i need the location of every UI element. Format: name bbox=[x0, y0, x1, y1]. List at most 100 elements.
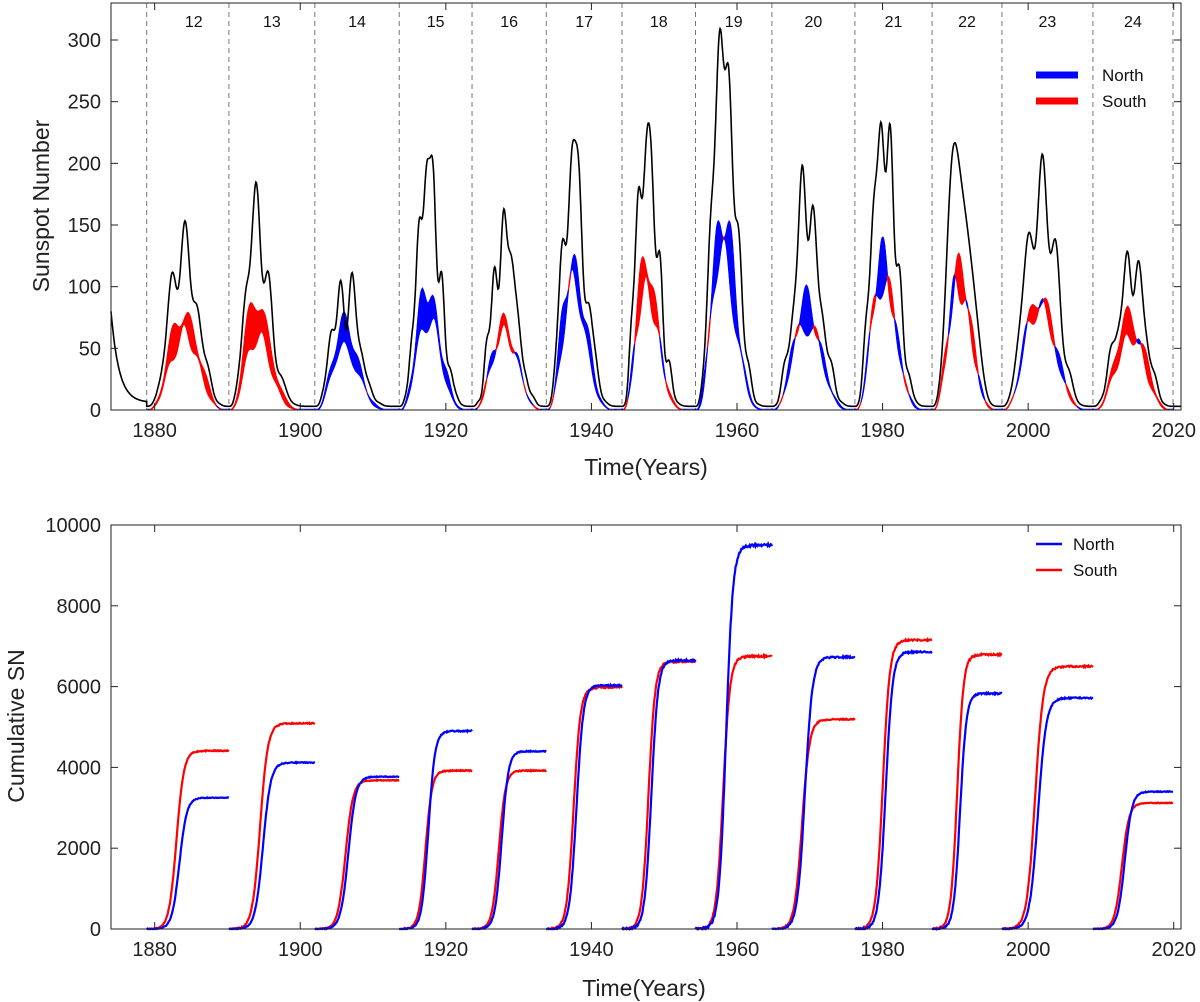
cycle-label-group: 12 13 14 15 16 17 18 19 20 21 22 23 24 bbox=[185, 14, 1142, 31]
bottom-axes: 1880 1900 1920 1940 1960 1980 2000 2020 0 2000 400… bbox=[45, 515, 1196, 961]
hemisphere-area-segment bbox=[485, 378, 488, 382]
hemisphere-area-segment bbox=[549, 406, 552, 408]
hemisphere-area-segment bbox=[777, 403, 780, 409]
x-tick-label: 1940 bbox=[569, 939, 614, 961]
cumulative-line-north bbox=[1001, 695, 1094, 931]
cumulative-line-south bbox=[546, 685, 623, 931]
cumulative-line-south bbox=[399, 768, 473, 931]
cumulative-line-north bbox=[471, 749, 547, 931]
x-tick-label: 1900 bbox=[278, 939, 323, 961]
hemisphere-area-segment bbox=[366, 392, 369, 395]
bottom-x-axis-label: Time(Years) bbox=[582, 975, 706, 1001]
hemisphere-area-segment bbox=[664, 376, 667, 381]
hemisphere-area-group bbox=[146, 219, 1173, 411]
y-tick-label: 50 bbox=[79, 338, 101, 360]
cumulative-line-north bbox=[932, 690, 1003, 931]
bottom-legend: North South bbox=[1036, 535, 1117, 580]
x-tick-label: 1880 bbox=[132, 420, 177, 442]
hemisphere-area-segment bbox=[1064, 380, 1067, 384]
x-tick-label: 1960 bbox=[715, 420, 760, 442]
hemisphere-area-segment bbox=[1013, 390, 1016, 394]
cumulative-line-north bbox=[854, 648, 933, 931]
cycle-label: 17 bbox=[575, 14, 593, 31]
top-legend: North South bbox=[1036, 66, 1146, 111]
x-tick-label: 2020 bbox=[1151, 420, 1196, 442]
hemisphere-area-segment bbox=[366, 391, 368, 394]
cumulative-line-north bbox=[146, 796, 229, 931]
top-plot-frame bbox=[110, 2, 1182, 411]
hemisphere-area-segment bbox=[705, 352, 708, 361]
cycle-label: 24 bbox=[1124, 14, 1142, 31]
cumulative-line-south bbox=[854, 636, 933, 931]
y-tick-label: 4000 bbox=[57, 757, 102, 779]
hemisphere-area-segment bbox=[567, 289, 570, 296]
hemisphere-area-segment bbox=[364, 387, 367, 390]
cumulative-line-north bbox=[314, 774, 400, 931]
hemisphere-area-segment bbox=[552, 393, 555, 398]
y-tick-label: 8000 bbox=[57, 596, 102, 618]
cycle-label: 13 bbox=[263, 14, 281, 31]
cumulative-sn-panel: 1880 1900 1920 1940 1960 1980 2000 2020 0 2000 400… bbox=[3, 515, 1196, 1001]
cycle-label: 15 bbox=[427, 14, 445, 31]
y-tick-label: 250 bbox=[68, 92, 101, 114]
x-tick-label: 2020 bbox=[1151, 939, 1196, 961]
hemisphere-area-segment bbox=[553, 390, 555, 395]
x-tick-label: 1940 bbox=[569, 420, 614, 442]
x-tick-label: 1960 bbox=[715, 939, 760, 961]
y-tick-label: 100 bbox=[68, 277, 101, 299]
hemisphere-area-segment bbox=[860, 399, 863, 403]
y-tick-label: 0 bbox=[90, 919, 101, 941]
hemisphere-area-segment bbox=[365, 389, 368, 392]
y-tick-label: 6000 bbox=[57, 677, 102, 699]
cycle-label: 20 bbox=[805, 14, 823, 31]
hemisphere-area-segment bbox=[633, 343, 636, 351]
total-sunspot-line-group bbox=[110, 26, 1181, 408]
y-tick-label: 0 bbox=[90, 400, 101, 422]
y-tick-label: 10000 bbox=[45, 515, 101, 537]
hemisphere-area-segment bbox=[893, 313, 896, 320]
cycle-label: 19 bbox=[725, 14, 743, 31]
cumulative-line-south bbox=[228, 721, 316, 931]
cumulative-line-south bbox=[314, 778, 400, 931]
bottom-plot-frame bbox=[110, 524, 1182, 930]
cycle-label: 12 bbox=[185, 14, 203, 31]
top-axes: 1880 1900 1920 1940 1960 1980 2000 202005010015… bbox=[68, 2, 1196, 442]
y-tick-label: 2000 bbox=[57, 838, 102, 860]
hemisphere-area-segment bbox=[709, 317, 711, 326]
hemisphere-area-segment bbox=[626, 398, 629, 402]
cumulative-line-south bbox=[146, 748, 230, 931]
hemisphere-area-segment bbox=[859, 401, 862, 405]
hemisphere-area-segment bbox=[902, 370, 905, 375]
y-tick-label: 150 bbox=[68, 215, 101, 237]
y-tick-label: 200 bbox=[68, 153, 101, 175]
cumulative-line-north bbox=[621, 657, 697, 931]
hemisphere-area-segment bbox=[907, 392, 910, 395]
cycle-label: 23 bbox=[1039, 14, 1057, 31]
cycle-label: 22 bbox=[958, 14, 976, 31]
hemisphere-area-segment bbox=[522, 382, 525, 385]
hemisphere-area-segment bbox=[658, 331, 661, 338]
cycle-label: 14 bbox=[348, 14, 366, 31]
top-x-axis-label: Time(Years) bbox=[584, 454, 708, 480]
cycle-label: 16 bbox=[500, 14, 518, 31]
x-tick-label: 1980 bbox=[860, 939, 905, 961]
cumulative-line-south bbox=[771, 716, 856, 931]
x-tick-label: 1920 bbox=[424, 939, 469, 961]
x-tick-label: 2000 bbox=[1006, 420, 1051, 442]
hemisphere-area-segment bbox=[525, 392, 528, 395]
hemisphere-area-segment bbox=[522, 379, 525, 383]
cumulative-line-north bbox=[399, 728, 473, 931]
cumulative-line-south bbox=[694, 652, 773, 931]
total-sunspot-line bbox=[110, 26, 1181, 408]
x-tick-label: 2000 bbox=[1006, 939, 1051, 961]
cumulative-line-north bbox=[546, 682, 623, 931]
cumulative-line-north bbox=[228, 760, 316, 931]
sunspot-number-panel: 1880 1900 1920 1940 1960 1980 2000 202005010015… bbox=[28, 2, 1196, 480]
cumulative-line-north bbox=[771, 653, 856, 931]
legend-label-south: South bbox=[1102, 92, 1146, 111]
bottom-y-axis-label: Cumulative SN bbox=[3, 649, 29, 802]
cumulative-line-south bbox=[621, 658, 696, 932]
hemisphere-area-segment bbox=[521, 376, 524, 381]
legend-label-south: South bbox=[1073, 561, 1117, 580]
